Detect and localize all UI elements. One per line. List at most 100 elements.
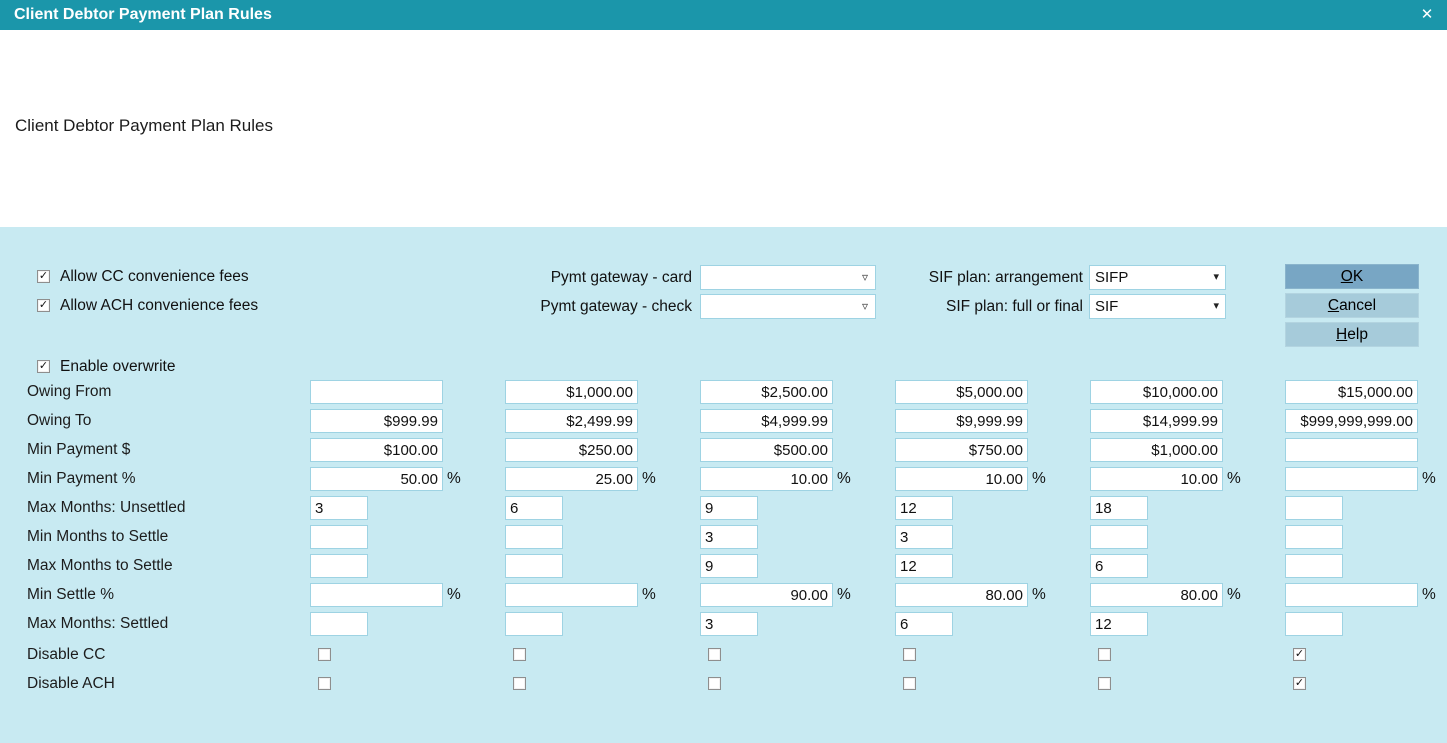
min-payment-amount-col1-input[interactable] bbox=[310, 438, 443, 462]
owing-from-col2-input[interactable] bbox=[505, 380, 638, 404]
min-payment-percent-col1-input[interactable] bbox=[310, 467, 443, 491]
min-payment-amount-col6-input[interactable] bbox=[1285, 438, 1418, 462]
min-payment-percent-col3-input[interactable] bbox=[700, 467, 833, 491]
disable-cc-col5-checkbox[interactable] bbox=[1098, 648, 1111, 661]
disable-cc-col3-checkbox[interactable] bbox=[708, 648, 721, 661]
disable-ach-col1-checkbox[interactable] bbox=[318, 677, 331, 690]
min-months-to-settle-col2-input[interactable] bbox=[505, 525, 563, 549]
ok-button[interactable]: OK bbox=[1285, 264, 1419, 289]
min-months-to-settle-col4-input[interactable] bbox=[895, 525, 953, 549]
row-label: Min Payment $ bbox=[27, 441, 131, 458]
row-label: Max Months: Settled bbox=[27, 615, 169, 632]
enable-overwrite-checkbox[interactable]: ✓ bbox=[37, 360, 50, 373]
owing-from-col6-input[interactable] bbox=[1285, 380, 1418, 404]
owing-to-col4-input[interactable] bbox=[895, 409, 1028, 433]
owing-to-col5-input[interactable] bbox=[1090, 409, 1223, 433]
row-label: Disable ACH bbox=[27, 675, 115, 692]
max-months-to-settle-col1-input[interactable] bbox=[310, 554, 368, 578]
disable-cc-col6-checkbox[interactable]: ✓ bbox=[1293, 648, 1306, 661]
disable-ach-col6-checkbox[interactable]: ✓ bbox=[1293, 677, 1306, 690]
owing-from-col5-input[interactable] bbox=[1090, 380, 1223, 404]
max-months-to-settle-col3-input[interactable] bbox=[700, 554, 758, 578]
min-months-to-settle-col6-input[interactable] bbox=[1285, 525, 1343, 549]
max-months-settled-col1-input[interactable] bbox=[310, 612, 368, 636]
percent-suffix: % bbox=[1032, 586, 1046, 603]
ok-button-key: O bbox=[1340, 268, 1353, 285]
max-months-settled-col4-input[interactable] bbox=[895, 612, 953, 636]
max-months-unsettled-col1-input[interactable] bbox=[310, 496, 368, 520]
sif-plan-full-or-final-select[interactable]: SIF ▾ bbox=[1089, 294, 1226, 319]
min-payment-percent-col4-input[interactable] bbox=[895, 467, 1028, 491]
owing-to-col3-input[interactable] bbox=[700, 409, 833, 433]
min-payment-amount-col2-input[interactable] bbox=[505, 438, 638, 462]
min-payment-amount-col5-input[interactable] bbox=[1090, 438, 1223, 462]
max-months-unsettled-col4-input[interactable] bbox=[895, 496, 953, 520]
allow-cc-label: Allow CC convenience fees bbox=[60, 268, 249, 285]
row-label: Max Months: Unsettled bbox=[27, 499, 186, 516]
disable-ach-col2-checkbox[interactable] bbox=[513, 677, 526, 690]
disable-ach-col4-checkbox[interactable] bbox=[903, 677, 916, 690]
max-months-settled-col2-input[interactable] bbox=[505, 612, 563, 636]
disable-cc-col4-checkbox[interactable] bbox=[903, 648, 916, 661]
percent-suffix: % bbox=[1227, 586, 1241, 603]
cancel-button[interactable]: Cancel bbox=[1285, 293, 1419, 318]
max-months-to-settle-col5-input[interactable] bbox=[1090, 554, 1148, 578]
chevron-down-icon: ▿ bbox=[861, 270, 868, 284]
help-button[interactable]: Help bbox=[1285, 322, 1419, 347]
max-months-unsettled-col5-input[interactable] bbox=[1090, 496, 1148, 520]
owing-from-col3-input[interactable] bbox=[700, 380, 833, 404]
min-payment-percent-col5-input[interactable] bbox=[1090, 467, 1223, 491]
percent-suffix: % bbox=[447, 470, 461, 487]
disable-cc-col1-checkbox[interactable] bbox=[318, 648, 331, 661]
disable-ach-col3-checkbox[interactable] bbox=[708, 677, 721, 690]
max-months-settled-col3-input[interactable] bbox=[700, 612, 758, 636]
pymt-gateway-check-select[interactable]: ▿ bbox=[700, 294, 876, 319]
row-label: Min Months to Settle bbox=[27, 528, 169, 545]
min-settle-percent-col5-input[interactable] bbox=[1090, 583, 1223, 607]
sif-plan-full-or-final-value: SIF bbox=[1095, 298, 1119, 315]
max-months-unsettled-row: Max Months: Unsettled bbox=[0, 496, 1447, 520]
min-months-to-settle-col3-input[interactable] bbox=[700, 525, 758, 549]
min-settle-percent-col6-input[interactable] bbox=[1285, 583, 1418, 607]
chevron-down-icon: ▾ bbox=[1213, 300, 1219, 312]
percent-suffix: % bbox=[1032, 470, 1046, 487]
owing-from-col1-input[interactable] bbox=[310, 380, 443, 404]
max-months-to-settle-col4-input[interactable] bbox=[895, 554, 953, 578]
min-months-to-settle-col1-input[interactable] bbox=[310, 525, 368, 549]
allow-ach-checkbox[interactable]: ✓ bbox=[37, 299, 50, 312]
min-payment-amount-col4-input[interactable] bbox=[895, 438, 1028, 462]
disable-ach-col5-checkbox[interactable] bbox=[1098, 677, 1111, 690]
row-label: Max Months to Settle bbox=[27, 557, 173, 574]
max-months-unsettled-col3-input[interactable] bbox=[700, 496, 758, 520]
disable-ach-row: Disable ACH ✓ bbox=[0, 672, 1447, 696]
percent-suffix: % bbox=[1422, 586, 1436, 603]
close-icon[interactable]: ✕ bbox=[1420, 6, 1434, 23]
max-months-unsettled-col2-input[interactable] bbox=[505, 496, 563, 520]
min-months-to-settle-col5-input[interactable] bbox=[1090, 525, 1148, 549]
min-settle-percent-col2-input[interactable] bbox=[505, 583, 638, 607]
max-months-to-settle-col6-input[interactable] bbox=[1285, 554, 1343, 578]
min-payment-amount-col3-input[interactable] bbox=[700, 438, 833, 462]
min-settle-percent-col3-input[interactable] bbox=[700, 583, 833, 607]
pymt-gateway-card-select[interactable]: ▿ bbox=[700, 265, 876, 290]
row-label: Min Settle % bbox=[27, 586, 115, 603]
max-months-settled-col6-input[interactable] bbox=[1285, 612, 1343, 636]
min-payment-percent-col6-input[interactable] bbox=[1285, 467, 1418, 491]
sif-plan-arrangement-select[interactable]: SIFP ▾ bbox=[1089, 265, 1226, 290]
owing-from-col4-input[interactable] bbox=[895, 380, 1028, 404]
owing-to-col1-input[interactable] bbox=[310, 409, 443, 433]
min-settle-percent-col4-input[interactable] bbox=[895, 583, 1028, 607]
owing-to-row: Owing To bbox=[0, 409, 1447, 433]
disable-cc-col2-checkbox[interactable] bbox=[513, 648, 526, 661]
owing-to-col6-input[interactable] bbox=[1285, 409, 1418, 433]
row-label: Disable CC bbox=[27, 646, 106, 663]
max-months-settled-col5-input[interactable] bbox=[1090, 612, 1148, 636]
min-settle-percent-col1-input[interactable] bbox=[310, 583, 443, 607]
max-months-unsettled-col6-input[interactable] bbox=[1285, 496, 1343, 520]
owing-to-col2-input[interactable] bbox=[505, 409, 638, 433]
max-months-to-settle-col2-input[interactable] bbox=[505, 554, 563, 578]
min-payment-percent-col2-input[interactable] bbox=[505, 467, 638, 491]
allow-cc-checkbox[interactable]: ✓ bbox=[37, 270, 50, 283]
min-settle-percent-row: Min Settle % % % % % % % bbox=[0, 583, 1447, 607]
percent-suffix: % bbox=[837, 586, 851, 603]
